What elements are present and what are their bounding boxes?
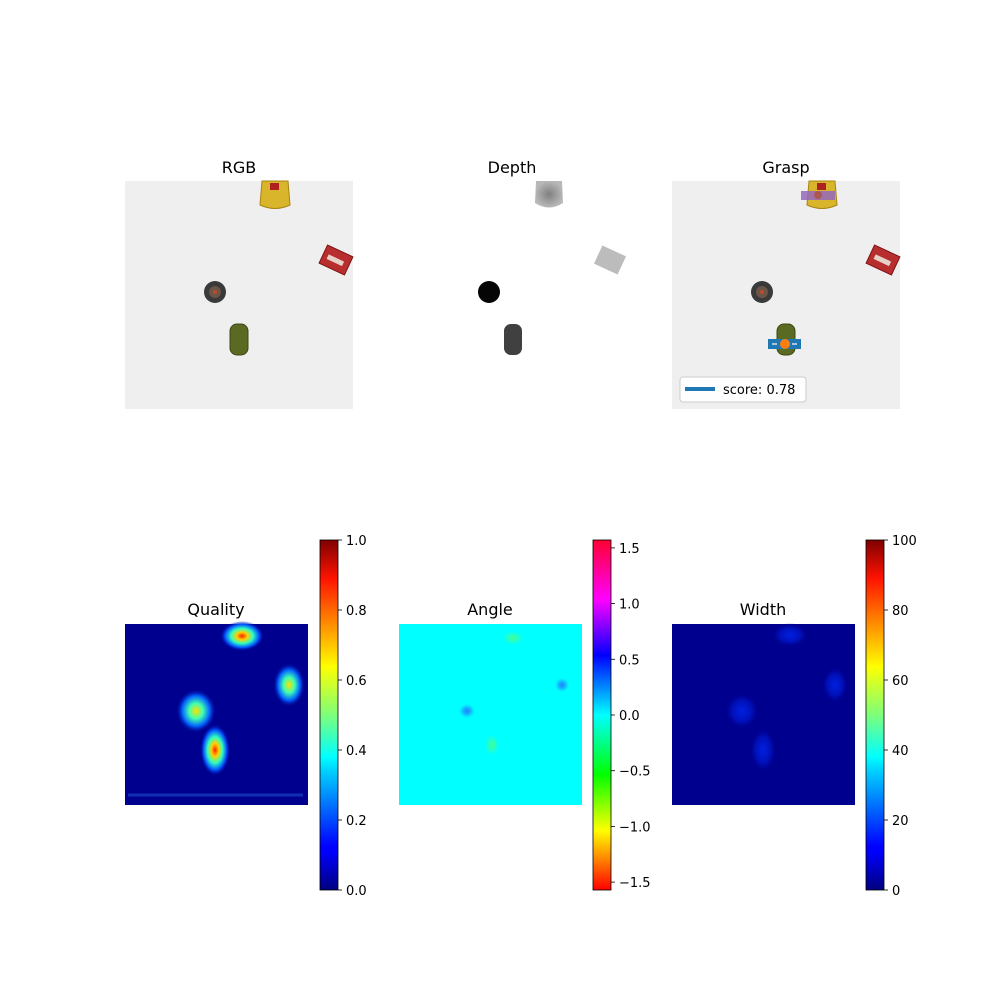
- quality-colorbar: [319, 539, 339, 891]
- quality-colorbar-tick-label: 0.4: [346, 744, 367, 759]
- width-peak-bottle: [750, 728, 776, 772]
- angle-panel: Angle −1.5 −1.0 −0.5 0.0 0.5 1.0 1.5: [399, 539, 651, 891]
- quality-colorbar-tick-label: 0.0: [346, 884, 367, 899]
- quality-colorbar-ticks: 0.0 0.2 0.4 0.6 0.8 1.0: [338, 534, 367, 899]
- depth-panel: Depth: [398, 158, 627, 409]
- angle-heatmap: [399, 624, 582, 805]
- width-title: Width: [740, 600, 786, 619]
- angle-colorbar-tick-label: 1.5: [619, 542, 640, 557]
- quality-peak-box: [273, 663, 305, 707]
- width-panel: Width 0 20 40 60 80 100: [672, 534, 917, 899]
- width-colorbar-tick-label: 0: [892, 884, 900, 899]
- width-colorbar: [865, 539, 885, 891]
- legend-label: score: 0.78: [723, 383, 795, 398]
- quality-colorbar-tick-label: 0.8: [346, 604, 367, 619]
- angle-spot-box: [554, 677, 570, 693]
- angle-colorbar: [592, 539, 612, 891]
- angle-colorbar-tick-label: −0.5: [619, 765, 651, 780]
- angle-colorbar-tick-label: −1.5: [619, 876, 651, 891]
- width-colorbar-tick-label: 40: [892, 744, 909, 759]
- rgb-panel: RGB: [125, 158, 354, 409]
- angle-colorbar-ticks: −1.5 −1.0 −0.5 0.0 0.5 1.0 1.5: [611, 542, 651, 891]
- grasp-title: Grasp: [762, 158, 809, 177]
- quality-colorbar-tick-label: 0.6: [346, 674, 367, 689]
- width-peak-can: [725, 693, 759, 729]
- tuna-can: [204, 281, 226, 303]
- angle-title: Angle: [467, 600, 513, 619]
- cracker-box: [318, 244, 354, 276]
- depth-box: [593, 245, 627, 275]
- width-colorbar-ticks: 0 20 40 60 80 100: [884, 534, 917, 899]
- width-colorbar-tick-label: 80: [892, 604, 909, 619]
- grasp-cracker-box: [865, 244, 901, 276]
- rgb-table: [125, 181, 353, 409]
- angle-spot-mustard: [501, 630, 525, 646]
- angle-colorbar-tick-label: 0.5: [619, 653, 640, 668]
- width-colorbar-tick-label: 100: [892, 534, 917, 549]
- depth-bottle: [504, 324, 522, 355]
- depth-can: [478, 281, 500, 303]
- grasp-center-point: [780, 339, 790, 349]
- width-colorbar-tick-label: 20: [892, 814, 909, 829]
- quality-peak-bottle: [200, 724, 230, 776]
- width-colorbar-tick-label: 60: [892, 674, 909, 689]
- angle-colorbar-tick-label: −1.0: [619, 820, 651, 835]
- quality-peak-can: [176, 689, 216, 733]
- angle-spot-bottle: [484, 733, 500, 757]
- quality-heatmap: [125, 624, 308, 805]
- green-bottle: [229, 323, 249, 356]
- quality-colorbar-tick-label: 0.2: [346, 814, 367, 829]
- angle-colorbar-tick-label: 1.0: [619, 598, 640, 613]
- mustard-bottle: [259, 180, 291, 209]
- width-heatmap: [672, 624, 855, 805]
- quality-panel: Quality 0.0 0.2 0.4 0.6 0.8 1.0: [125, 534, 367, 899]
- depth-title: Depth: [488, 158, 537, 177]
- quality-peak-mustard: [220, 621, 264, 651]
- depth-mustard: [535, 181, 563, 208]
- rgb-title: RGB: [222, 158, 257, 177]
- quality-title: Quality: [187, 600, 244, 619]
- angle-colorbar-tick-label: 0.0: [619, 709, 640, 724]
- grasp-rectangle-secondary: [801, 191, 835, 200]
- grasp-tuna-can: [751, 281, 773, 303]
- grasp-panel: Grasp score:: [672, 158, 901, 409]
- grasp-table: [672, 181, 900, 409]
- grasp-rectangle-primary: [768, 339, 801, 349]
- angle-spot-can: [458, 703, 476, 719]
- grasp-legend: score: 0.78: [679, 376, 807, 403]
- width-peak-box: [822, 667, 848, 703]
- quality-colorbar-tick-label: 1.0: [346, 534, 367, 549]
- width-peak-mustard: [772, 623, 808, 647]
- depth-image: [398, 181, 626, 409]
